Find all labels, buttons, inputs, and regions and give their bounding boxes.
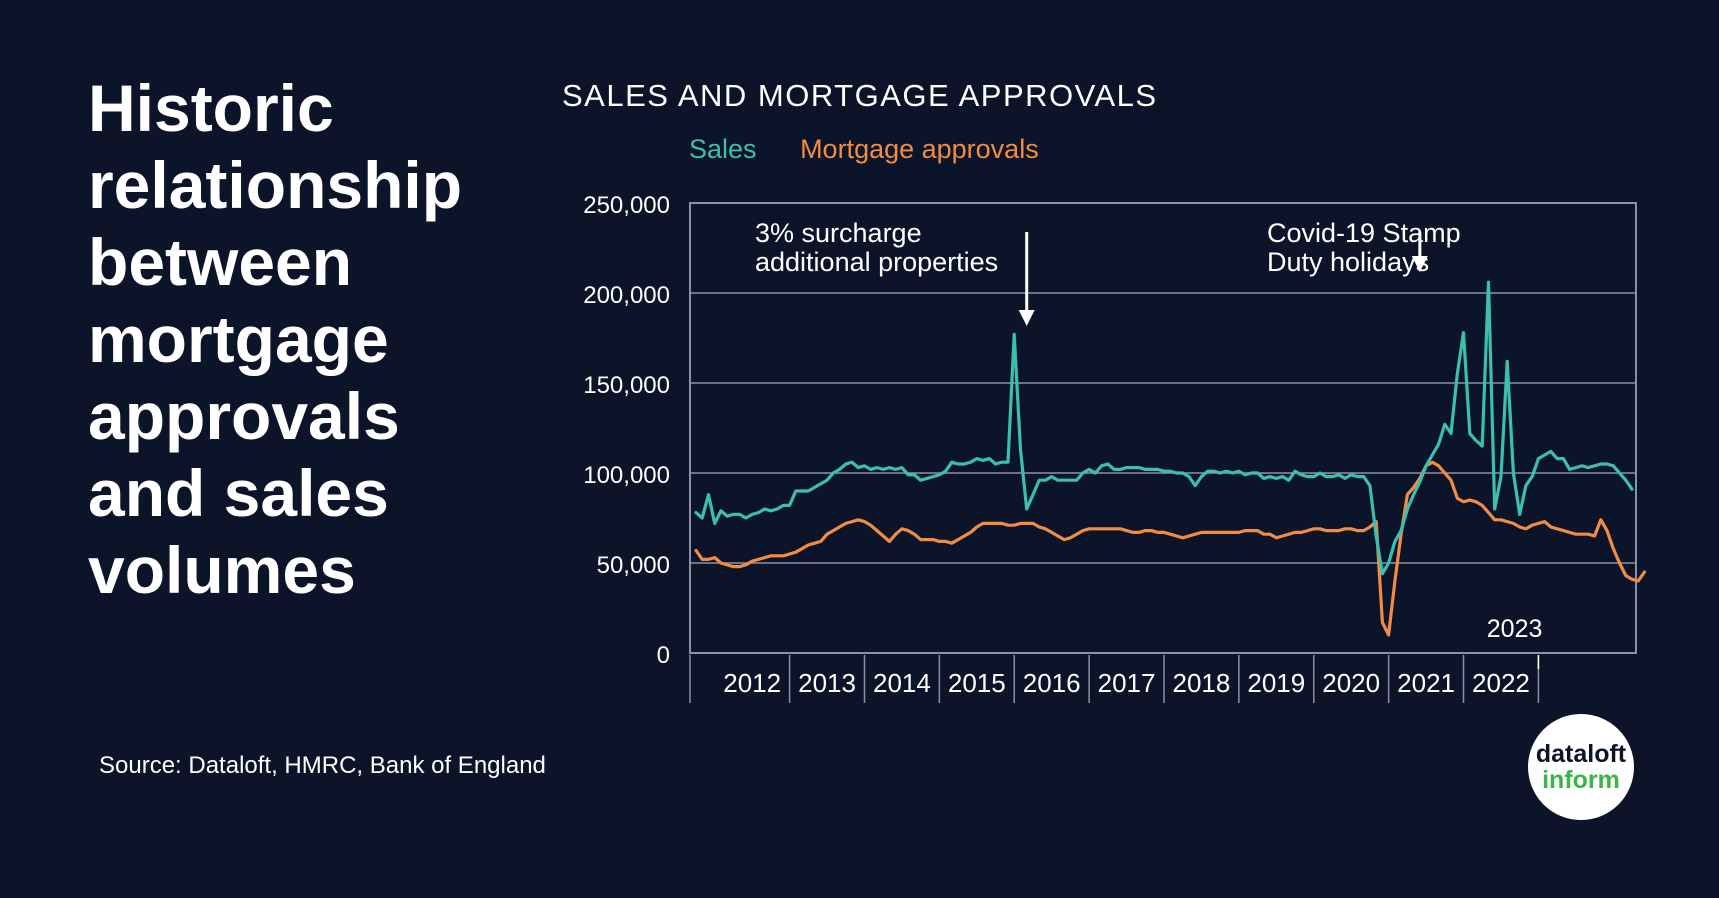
annotation-text: 3% surcharge additional properties <box>755 218 998 277</box>
x-tick-label: 2017 <box>1098 668 1156 698</box>
y-tick-label: 50,000 <box>597 552 670 579</box>
x-tick-label: 2020 <box>1322 668 1380 698</box>
annotation-line: 3% surcharge <box>755 218 922 248</box>
logo-text-inform: inform <box>1542 766 1620 794</box>
legend-mortgage-approvals: Mortgage approvals <box>800 134 1039 164</box>
headline: Historic relationship between mortgage a… <box>88 71 463 607</box>
annotation: 3% surcharge additional properties <box>755 218 1035 326</box>
annotation-line: Covid-19 Stamp <box>1267 218 1461 248</box>
dataloft-logo: dataloft inform <box>1528 714 1634 820</box>
annotation-line: additional properties <box>755 247 998 277</box>
plot-frame <box>689 202 1637 654</box>
x-tick-label: 2013 <box>798 668 856 698</box>
annotation: Covid-19 Stamp Duty holidays <box>1267 218 1461 277</box>
x-tick-label: 2018 <box>1173 668 1231 698</box>
legend-sales: Sales <box>689 134 757 164</box>
source-note: Source: Dataloft, HMRC, Bank of England <box>99 752 546 779</box>
x-tick-label: 2019 <box>1247 668 1305 698</box>
annotation-arrow-head <box>1018 310 1035 326</box>
x-tick-label: 2016 <box>1023 668 1081 698</box>
y-tick-label: 150,000 <box>583 372 670 399</box>
annotation-line: Duty holidays <box>1267 247 1429 277</box>
x-tick-label: 2021 <box>1397 668 1455 698</box>
sales-line <box>694 280 1634 576</box>
x-tick-label: 2015 <box>948 668 1006 698</box>
x-tick-label: 2023 <box>1487 615 1543 643</box>
x-tick-label: 2014 <box>873 668 931 698</box>
chart-title: SALES AND MORTGAGE APPROVALS <box>562 78 1158 113</box>
annotation-text: Covid-19 Stamp Duty holidays <box>1267 218 1461 277</box>
y-tick-label: 0 <box>657 642 670 669</box>
mortgage-approvals-line <box>694 460 1647 637</box>
logo-text-dataloft: dataloft <box>1535 740 1627 768</box>
y-tick-label: 250,000 <box>583 192 670 219</box>
annotation-arrow-head <box>1411 256 1428 272</box>
y-tick-label: 200,000 <box>583 282 670 309</box>
x-tick-label: 2012 <box>723 668 781 698</box>
chart-legend: Sales Mortgage approvals <box>689 134 1075 165</box>
x-tick-label: 2022 <box>1472 668 1530 698</box>
y-tick-label: 100,000 <box>583 462 670 489</box>
